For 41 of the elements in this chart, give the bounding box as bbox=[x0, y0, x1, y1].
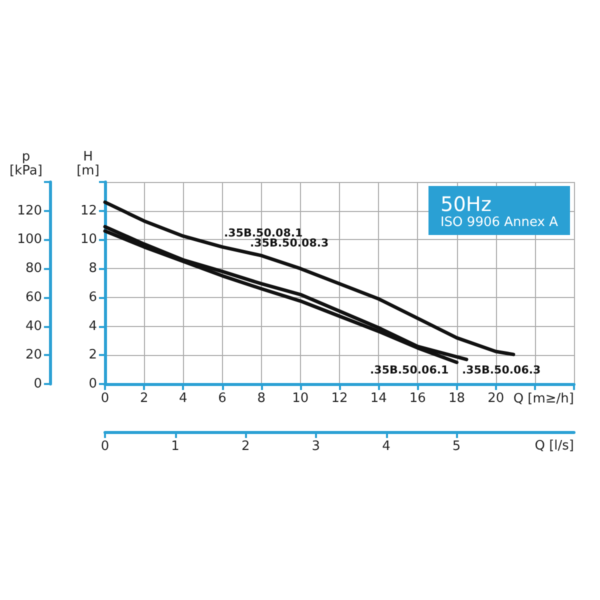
y-tick-label: 8 bbox=[88, 261, 97, 276]
x-tick-label: 0 bbox=[100, 391, 110, 406]
x-tick-label: 14 bbox=[370, 391, 387, 406]
x-tick-label: 16 bbox=[409, 391, 426, 406]
y2-tick-label: 80 bbox=[25, 261, 42, 276]
annotation: .35B.50.08.3 bbox=[250, 236, 329, 250]
y2-tick-label: 60 bbox=[25, 290, 42, 305]
annotation: .35B.50.06.3 bbox=[462, 364, 541, 376]
x-tick-label: 18 bbox=[448, 391, 466, 406]
y-tick-label: 4 bbox=[88, 318, 97, 334]
y-tick-label: 2 bbox=[88, 348, 97, 363]
x2-tick-label: 4 bbox=[382, 439, 390, 454]
annotation: .35B.50.08.1 bbox=[224, 226, 303, 240]
y2-axis-title: p [kPa] bbox=[10, 150, 42, 178]
x-axis-title: Q [m≥/h] bbox=[513, 392, 574, 406]
x-tick-label: 8 bbox=[257, 391, 266, 406]
x2-tick-label: 0 bbox=[100, 439, 110, 454]
text: ISO 9906 Annex A bbox=[440, 215, 558, 230]
x2-tick-label: 3 bbox=[312, 439, 320, 454]
y2-tick-label: 100 bbox=[17, 232, 42, 248]
x2-tick-label: 2 bbox=[241, 439, 250, 454]
y-axis-title: H [m] bbox=[76, 150, 100, 178]
x2-tick-label: 5 bbox=[452, 439, 461, 454]
y-tick-label: 0 bbox=[88, 376, 97, 392]
x-tick-label: 2 bbox=[140, 391, 148, 406]
x-tick-label: 4 bbox=[179, 391, 188, 406]
y-tick-label: 6 bbox=[88, 290, 97, 305]
y2-tick-label: 40 bbox=[25, 318, 42, 334]
y2-tick-label: 120 bbox=[17, 203, 42, 218]
x-tick-label: 12 bbox=[331, 391, 348, 406]
annotation: .35B.50.06.1 bbox=[370, 364, 449, 376]
x2-axis-title: Q [l/s] bbox=[534, 438, 574, 454]
x2-tick-label: 1 bbox=[171, 439, 180, 454]
text: 50Hz bbox=[440, 192, 492, 216]
x-tick-label: 6 bbox=[218, 391, 226, 406]
y2-tick-label: 20 bbox=[25, 348, 42, 363]
y-tick-label: 10 bbox=[80, 232, 97, 248]
y-tick-label: 12 bbox=[80, 203, 97, 218]
x-tick-label: 10 bbox=[292, 391, 309, 406]
y2-tick-label: 0 bbox=[34, 376, 42, 392]
x-tick-label: 20 bbox=[488, 391, 504, 406]
